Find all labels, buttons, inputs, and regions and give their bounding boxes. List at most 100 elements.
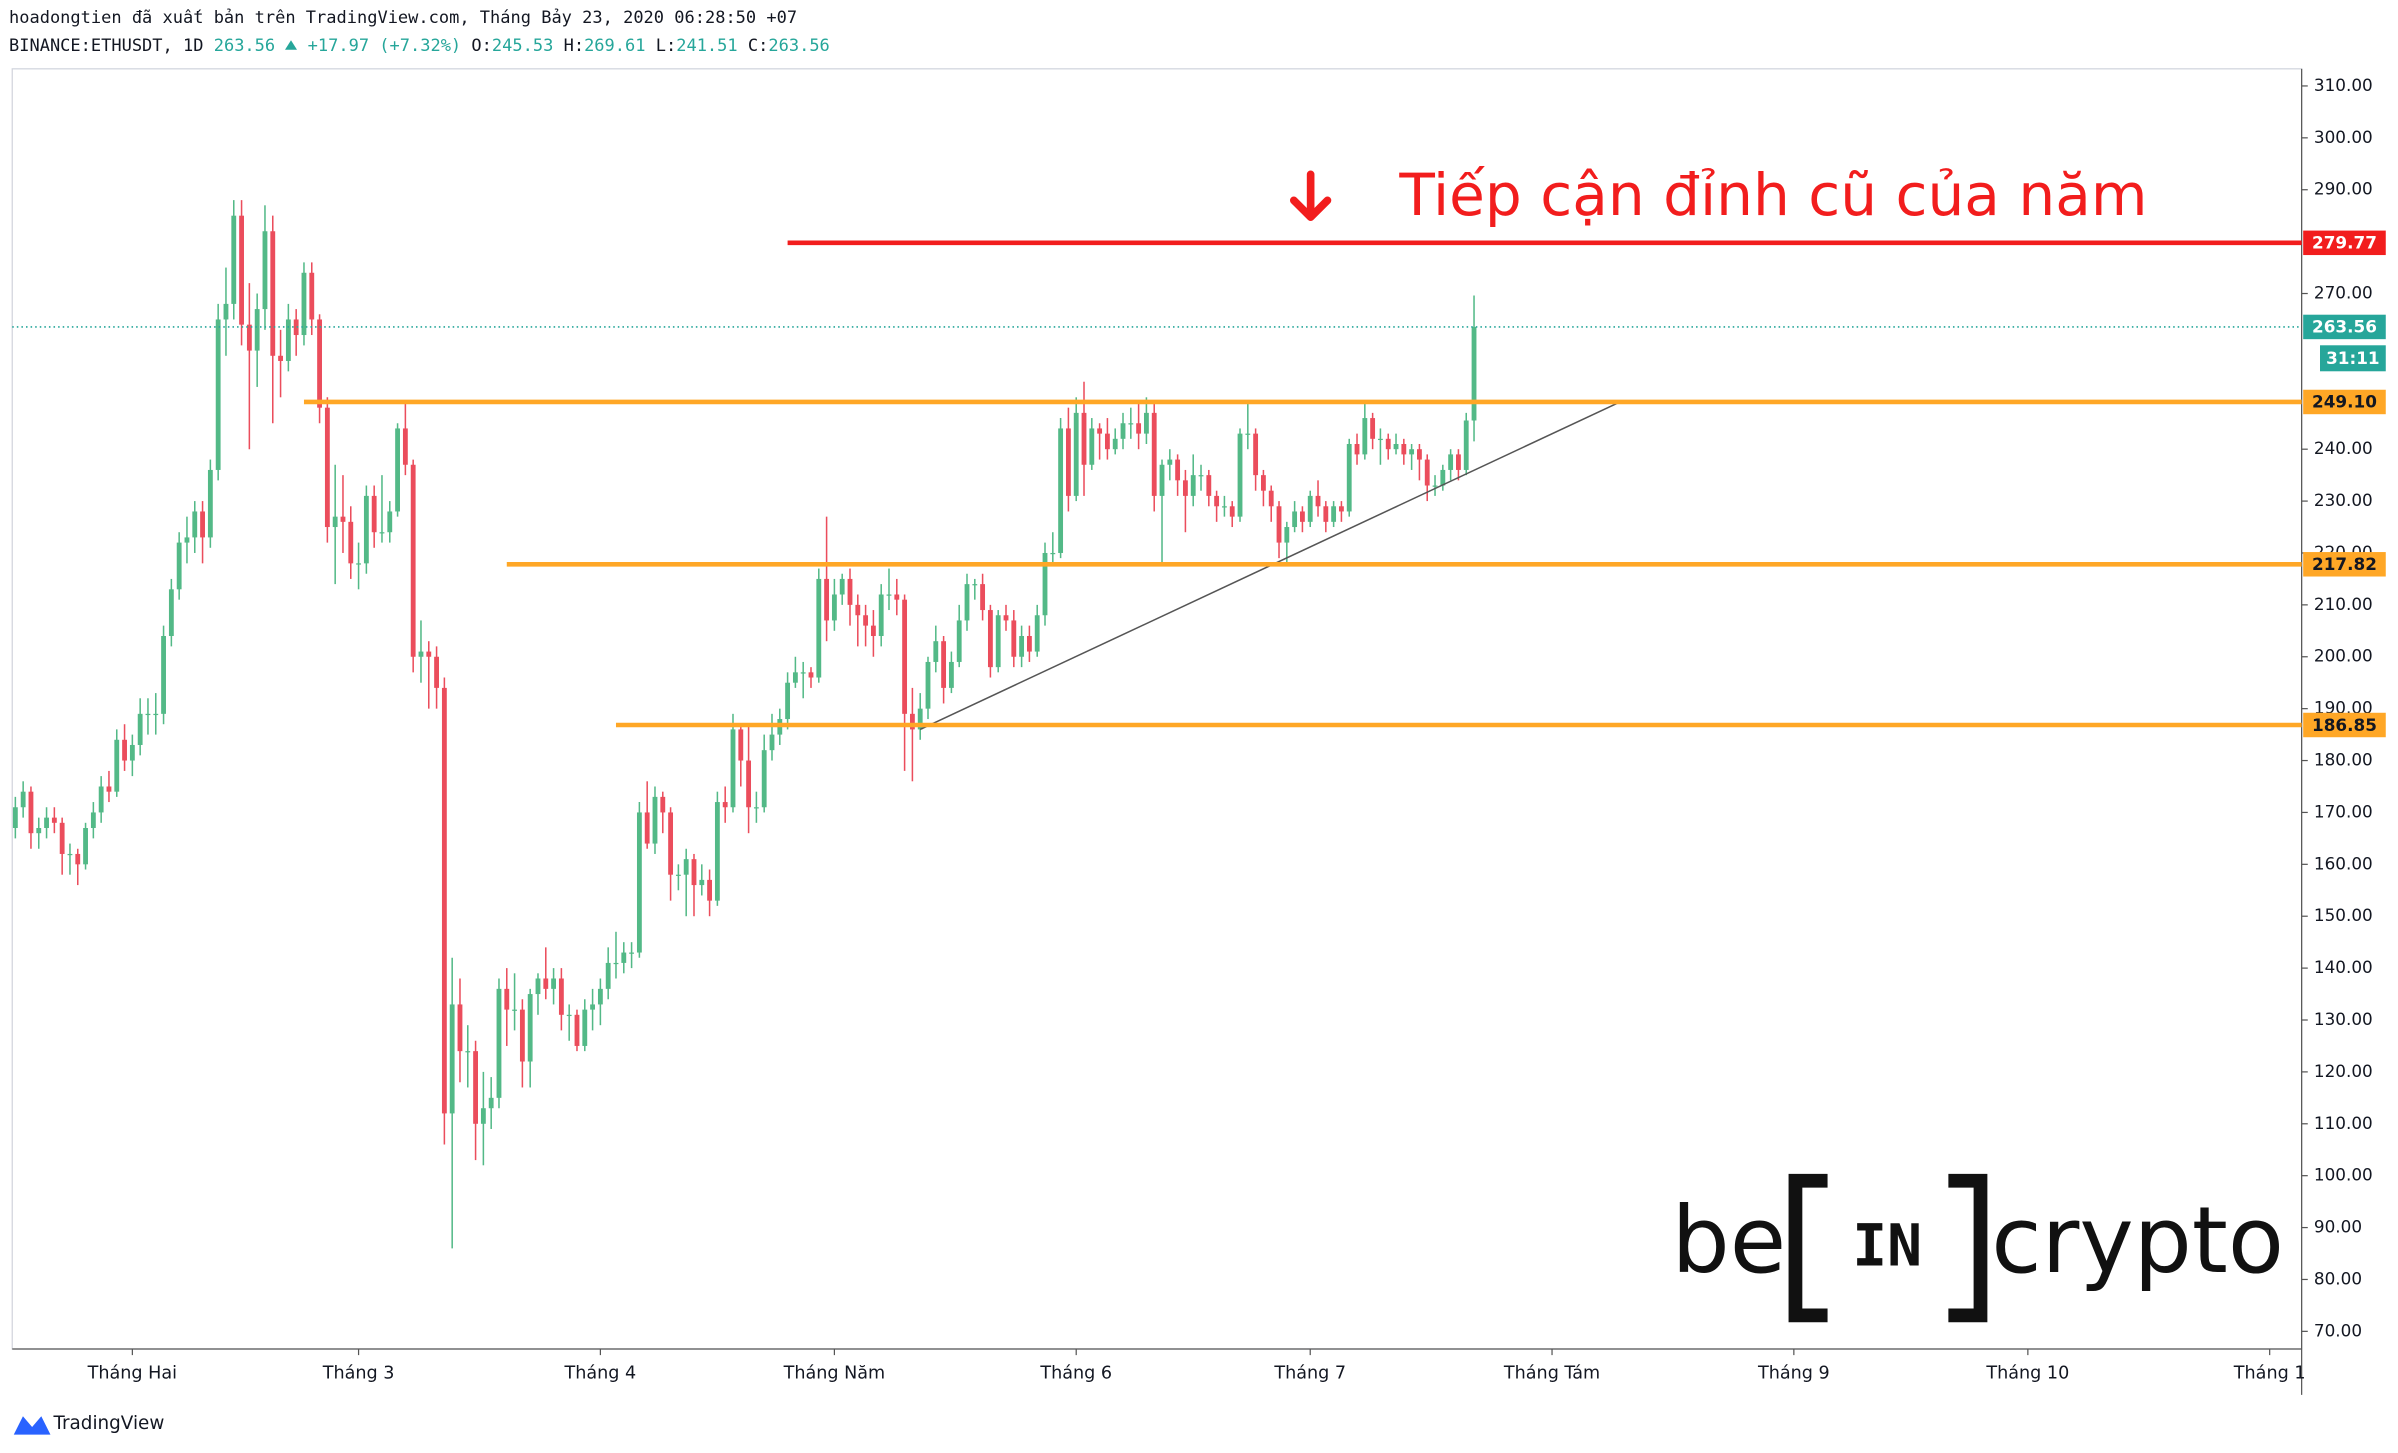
candle-body (348, 521, 354, 564)
candle-body (925, 661, 931, 709)
candle-body (309, 272, 315, 320)
candle-body (1307, 495, 1313, 522)
watermark-brackets (1788, 1173, 1988, 1323)
candle-body (129, 744, 135, 761)
y-tick-label: 290.00 (2314, 179, 2373, 199)
candle-body (761, 750, 767, 808)
candle-body (847, 578, 853, 605)
candle-body (387, 511, 393, 533)
candle-body (1058, 428, 1064, 553)
candle-body (714, 802, 720, 901)
candle-body (1456, 454, 1461, 470)
candle-body (426, 651, 432, 657)
candle-body (449, 1004, 455, 1114)
y-tick-label: 240.00 (2314, 438, 2373, 458)
candle-body (1050, 552, 1056, 555)
x-tick-label: Tháng 6 (1039, 1363, 1112, 1383)
price-tag (2303, 552, 2386, 577)
candle-body (1276, 506, 1282, 543)
candle-body (239, 215, 244, 325)
candle-body (722, 802, 728, 808)
candle-body (1089, 428, 1095, 465)
candle-body (12, 807, 18, 829)
candle-body (980, 584, 986, 611)
x-tick-label: Tháng Hai (87, 1363, 177, 1383)
candle-body (1346, 444, 1352, 512)
ohlc-value: 241.51 (676, 36, 738, 56)
x-tick-label: Tháng Tám (1503, 1363, 1600, 1383)
candle-body (707, 879, 713, 901)
candle-body (44, 817, 49, 829)
price-tag-label: 279.77 (2312, 233, 2377, 253)
y-tick-label: 270.00 (2314, 283, 2373, 303)
x-tick-label: Tháng 3 (322, 1363, 395, 1383)
watermark-text: crypto (1991, 1187, 2284, 1294)
candle-body (902, 599, 908, 714)
candle-body (995, 615, 1001, 668)
y-tick-label: 150.00 (2314, 905, 2373, 925)
candle-body (59, 822, 65, 854)
candle-body (168, 589, 174, 637)
candle-body (746, 760, 752, 808)
candle-body (192, 511, 198, 538)
price-tag-label: 263.56 (2312, 317, 2377, 337)
candle-body (956, 620, 962, 662)
ohlc-label: C: (747, 36, 769, 56)
y-tick-label: 160.00 (2314, 853, 2373, 873)
price-tag (2303, 389, 2386, 415)
candle-body (75, 853, 81, 865)
candle-body (371, 495, 377, 533)
y-tick-label: 70.00 (2314, 1320, 2362, 1340)
candle-body (137, 713, 143, 745)
candle-body (1003, 615, 1009, 621)
candle-body (1261, 475, 1266, 491)
candle-body (231, 215, 237, 304)
candle-body (597, 988, 603, 1005)
candle-body (1175, 459, 1181, 481)
candle-body (824, 578, 830, 621)
y-tick-label: 130.00 (2314, 1009, 2373, 1029)
y-tick-label: 80.00 (2314, 1268, 2362, 1288)
candle-body (457, 1004, 463, 1052)
candle-body (1151, 412, 1157, 496)
price-tag (2303, 314, 2386, 340)
candle-body (51, 817, 57, 823)
y-tick-label: 210.00 (2314, 594, 2373, 614)
watermark-text: IN (1852, 1212, 1922, 1280)
candle-body (699, 879, 705, 886)
candle-body (941, 641, 947, 688)
candle-body (1143, 412, 1149, 434)
candle-body (886, 594, 892, 596)
candle-body (987, 610, 993, 668)
candle-body (629, 952, 635, 954)
candle-body (441, 687, 447, 1114)
candle-body (504, 988, 510, 1010)
candle-body (1136, 423, 1142, 434)
candle-body (363, 495, 369, 564)
candle-body (1034, 615, 1040, 652)
candle-body (863, 615, 869, 626)
candle-body (356, 563, 361, 565)
price-tag-label: 249.10 (2312, 392, 2377, 412)
candle-body (200, 511, 205, 538)
candle-body (1354, 444, 1360, 455)
candle-body (246, 324, 252, 351)
candle-body (816, 578, 822, 678)
candle-body (254, 309, 260, 351)
candle-body (473, 1051, 478, 1124)
candle-body (831, 594, 837, 621)
candle-body (176, 542, 182, 590)
candle-body (28, 791, 34, 834)
ohlc-label: O: (471, 36, 492, 56)
candle-body (1401, 444, 1407, 455)
plot-frame (11, 68, 2303, 1350)
watermark: be IN crypto (1672, 1173, 2284, 1323)
price-tag-label: 186.85 (2312, 715, 2377, 735)
logo-icon (13, 1416, 51, 1435)
y-tick-label: 120.00 (2314, 1061, 2373, 1081)
candle-body (20, 791, 26, 808)
candle-body (410, 464, 416, 657)
candle-body (1011, 620, 1017, 657)
candle-body (1370, 418, 1376, 439)
candle-body (434, 656, 439, 688)
